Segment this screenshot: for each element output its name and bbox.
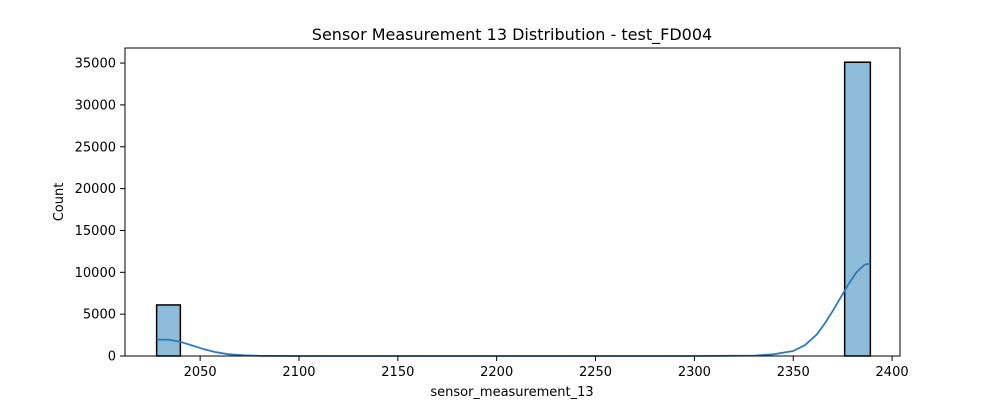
x-axis-label: sensor_measurement_13 — [430, 385, 593, 400]
x-axis-ticks: 2050 2100 2150 2200 2250 2300 2350 2400 — [184, 356, 909, 380]
chart-title: Sensor Measurement 13 Distribution - tes… — [312, 25, 712, 45]
y-axis-label: Count — [52, 183, 67, 222]
y-axis-ticks: 0 5000 10000 15000 20000 25000 30000 35000 — [75, 57, 125, 365]
x-tick-label: 2200 — [480, 365, 513, 380]
y-tick-label: 10000 — [75, 266, 116, 281]
x-tick-label: 2150 — [381, 365, 414, 380]
histogram-bar-1 — [843, 61, 872, 357]
kde-line — [156, 262, 871, 357]
histogram-bars — [155, 61, 872, 357]
histogram-bar-0 — [155, 304, 182, 357]
x-tick-label: 2400 — [876, 365, 909, 380]
x-tick-label: 2250 — [579, 365, 612, 380]
y-tick-label: 20000 — [75, 182, 116, 197]
y-tick-label: 35000 — [75, 57, 116, 72]
y-tick-label: 25000 — [75, 140, 116, 155]
y-tick-label: 0 — [108, 350, 116, 365]
plot-frame — [124, 47, 901, 357]
kde-curve-group — [156, 262, 871, 357]
y-tick-label: 15000 — [75, 224, 116, 239]
x-tick-label: 2100 — [282, 365, 315, 380]
x-tick-label: 2050 — [184, 365, 217, 380]
y-tick-label: 5000 — [83, 308, 116, 323]
x-tick-label: 2300 — [678, 365, 711, 380]
y-tick-label: 30000 — [75, 98, 116, 113]
x-tick-label: 2350 — [777, 365, 810, 380]
